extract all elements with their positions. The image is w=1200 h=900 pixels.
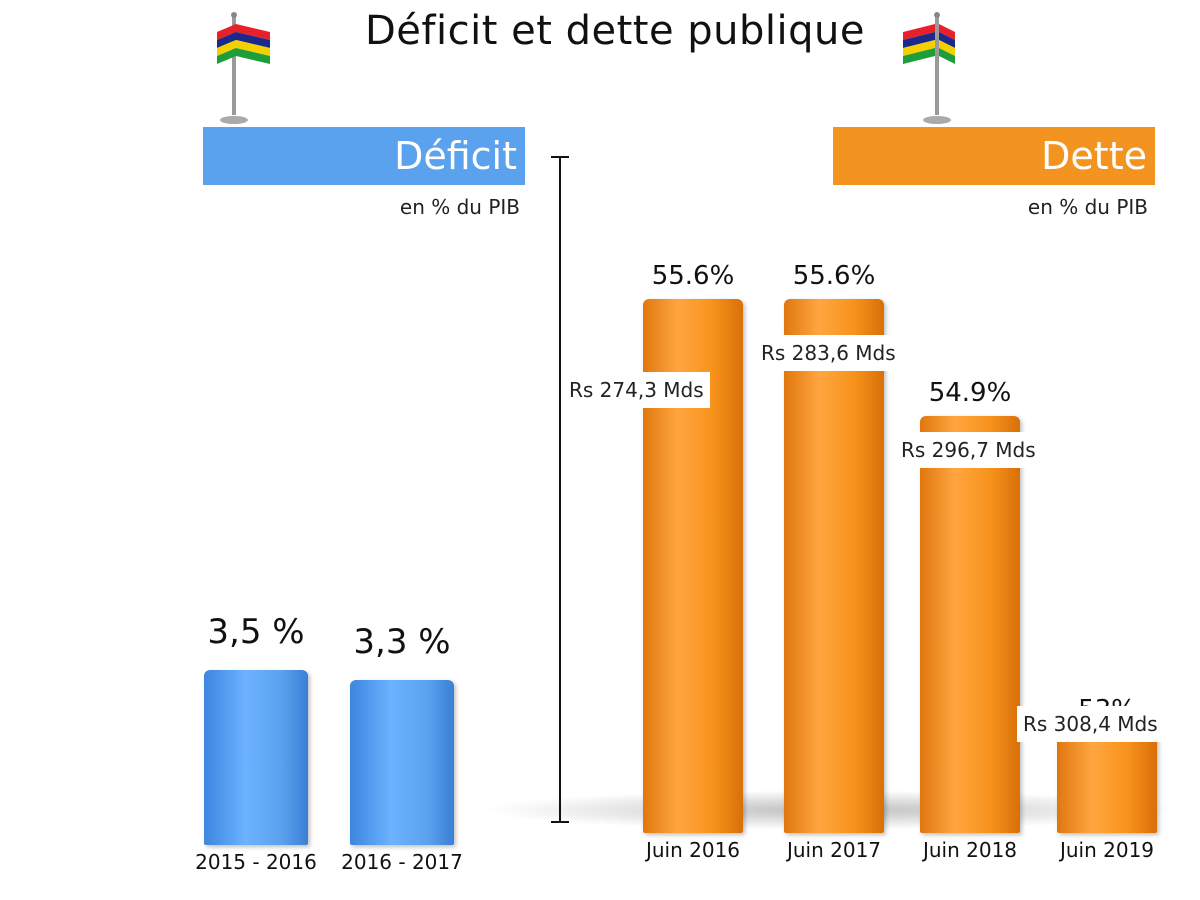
section-divider-cap xyxy=(551,821,569,823)
deficit-unit-label: en % du PIB xyxy=(399,195,520,219)
dette-category-label: Juin 2016 xyxy=(645,838,741,862)
dette-amount-label: Rs 283,6 Mds xyxy=(755,335,902,371)
dette-bar xyxy=(920,415,1020,833)
dette-category-label: Juin 2019 xyxy=(1059,838,1155,862)
dette-bar xyxy=(1057,732,1157,833)
deficit-bar xyxy=(350,680,454,845)
dette-bar xyxy=(784,298,884,833)
chart-title: Déficit et dette publique xyxy=(364,8,866,54)
deficit-bar xyxy=(204,670,308,845)
dette-amount-label: Rs 296,7 Mds xyxy=(895,432,1042,468)
dette-value-label: 54.9% xyxy=(928,377,1012,408)
dette-value-label: 55.6% xyxy=(792,260,876,291)
dette-category-label: Juin 2017 xyxy=(786,838,882,862)
dette-unit-label: en % du PIB xyxy=(1027,195,1148,219)
mauritius-flag-icon xyxy=(903,12,955,124)
dette-amount-label: Rs 308,4 Mds xyxy=(1017,706,1164,742)
dette-value-label: 55.6% xyxy=(651,260,735,291)
deficit-header: Déficit xyxy=(203,127,525,185)
deficit-value-label: 3,5 % xyxy=(207,612,305,652)
deficit-value-label: 3,3 % xyxy=(353,622,451,662)
section-divider xyxy=(559,157,561,822)
dette-amount-label: Rs 274,3 Mds xyxy=(563,372,710,408)
deficit-category-label: 2016 - 2017 xyxy=(341,850,463,874)
dette-header: Dette xyxy=(833,127,1155,185)
mauritius-flag-icon xyxy=(217,12,270,124)
dette-category-label: Juin 2018 xyxy=(922,838,1018,862)
section-divider-cap xyxy=(551,156,569,158)
deficit-category-label: 2015 - 2016 xyxy=(195,850,317,874)
